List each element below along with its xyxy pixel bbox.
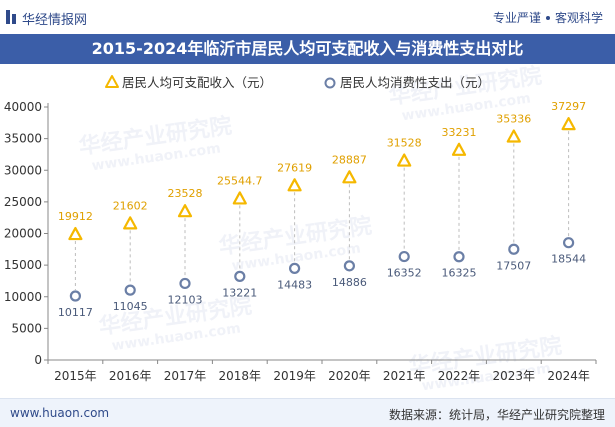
x-tick-label: 2019年 xyxy=(273,369,316,383)
legend-spending-icon xyxy=(324,77,336,89)
y-tick-label: 25000 xyxy=(4,195,42,209)
income-data-label: 33231 xyxy=(442,126,477,139)
spending-data-label: 13221 xyxy=(222,286,257,299)
income-marker xyxy=(561,116,576,131)
logo-icon xyxy=(6,10,16,24)
income-marker xyxy=(342,170,357,184)
income-marker xyxy=(177,204,193,218)
footer: www.huaon.com 数据来源：统计局，华经产业研究院整理 xyxy=(0,398,615,427)
income-data-label: 31528 xyxy=(387,137,422,150)
y-tick-label: 10000 xyxy=(4,290,42,304)
income-data-label: 21602 xyxy=(113,199,148,212)
spending-data-label: 11045 xyxy=(113,300,148,313)
spending-marker xyxy=(69,290,82,302)
spending-marker xyxy=(398,250,410,263)
spending-data-label: 16325 xyxy=(442,267,477,280)
y-tick-label: 5000 xyxy=(11,321,42,335)
x-tick-label: 2020年 xyxy=(328,369,371,383)
spending-marker xyxy=(124,284,136,296)
x-tick-label: 2017年 xyxy=(164,369,207,383)
top-bar: 华经情报网 专业严谨 客观科学 xyxy=(0,0,615,34)
footer-source: 数据来源：统计局，华经产业研究院整理 xyxy=(388,408,605,422)
chart-title: 2015-2024年临沂市居民人均可支配收入与消费性支出对比 xyxy=(0,34,615,64)
spending-data-label: 10117 xyxy=(58,306,93,319)
income-data-label: 23528 xyxy=(168,187,203,200)
income-data-label: 37297 xyxy=(551,100,586,113)
brand-name[interactable]: 华经情报网 xyxy=(22,13,88,28)
spending-marker xyxy=(289,262,301,274)
income-marker xyxy=(451,142,467,156)
spending-marker xyxy=(562,237,575,249)
income-data-label: 27619 xyxy=(277,161,312,174)
y-tick-label: 35000 xyxy=(4,132,42,146)
income-marker xyxy=(123,216,138,230)
tagline-left: 专业严谨 xyxy=(492,11,541,25)
x-tick-label: 2024年 xyxy=(547,369,590,383)
income-data-label: 25544.7 xyxy=(217,174,263,187)
y-tick-label: 30000 xyxy=(4,163,42,177)
spending-data-label: 18544 xyxy=(551,253,586,266)
income-data-label: 19912 xyxy=(58,210,93,223)
spending-data-label: 12103 xyxy=(168,293,203,306)
legend-income-label: 居民人均可支配收入（元） xyxy=(122,75,272,90)
y-tick-label: 15000 xyxy=(4,258,42,272)
x-tick-label: 2018年 xyxy=(219,369,262,383)
x-tick-label: 2021年 xyxy=(383,369,426,383)
legend-spending-label: 居民人均消费性支出（元） xyxy=(340,75,490,90)
income-data-label: 28887 xyxy=(332,153,367,166)
x-tick-label: 2023年 xyxy=(493,369,536,383)
spending-marker xyxy=(179,277,191,290)
spending-data-label: 16352 xyxy=(387,267,422,280)
chart: 华经产业研究院www.huaon.com华经产业研究院www.huaon.com… xyxy=(4,64,597,394)
spending-marker xyxy=(343,260,355,272)
x-tick-label: 2022年 xyxy=(438,369,481,383)
legend-income-icon xyxy=(105,75,119,88)
spending-marker xyxy=(453,251,465,263)
spending-marker xyxy=(508,243,520,255)
income-marker xyxy=(232,191,247,205)
income-data-label: 35336 xyxy=(496,112,531,125)
y-tick-label: 0 xyxy=(34,353,42,367)
income-marker xyxy=(397,153,412,167)
x-tick-label: 2015年 xyxy=(54,369,97,383)
dot-separator xyxy=(545,15,550,20)
income-marker xyxy=(506,129,521,143)
income-marker xyxy=(68,226,83,241)
y-tick-label: 20000 xyxy=(4,227,42,241)
spending-marker xyxy=(234,270,246,282)
spending-data-label: 14483 xyxy=(277,278,312,291)
tagline: 专业严谨 客观科学 xyxy=(493,9,603,26)
spending-data-label: 17507 xyxy=(496,259,531,272)
spending-data-label: 14886 xyxy=(332,276,367,289)
tagline-right: 客观科学 xyxy=(554,11,603,25)
footer-site-link[interactable]: www.huaon.com xyxy=(10,406,110,420)
income-marker xyxy=(287,178,302,192)
y-tick-label: 40000 xyxy=(4,100,42,114)
x-tick-label: 2016年 xyxy=(109,369,152,383)
